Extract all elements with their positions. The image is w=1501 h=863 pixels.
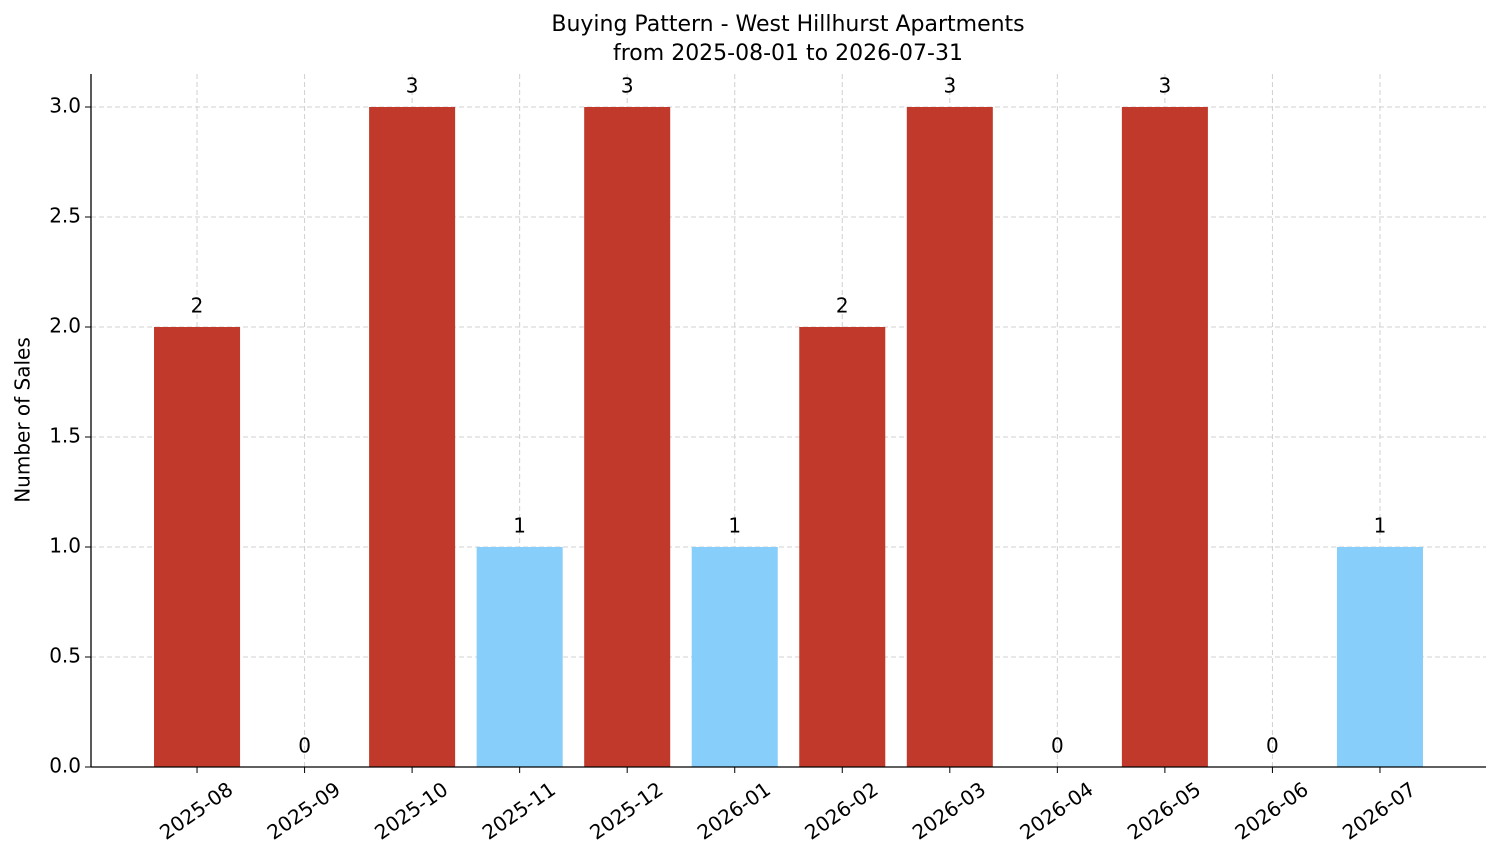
data-label: 0 [298, 734, 311, 758]
x-tick-label: 2026-04 [1015, 777, 1097, 845]
data-label: 3 [943, 74, 956, 98]
x-tick-label: 2025-12 [585, 777, 667, 845]
bar [584, 107, 671, 767]
x-tick-label: 2026-07 [1338, 777, 1420, 845]
x-tick-label: 2026-06 [1230, 777, 1312, 845]
bar [691, 547, 778, 767]
chart-subtitle: from 2025-08-01 to 2026-07-31 [613, 41, 963, 66]
x-tick-label: 2026-01 [693, 777, 775, 845]
x-tick-label: 2026-02 [800, 777, 882, 845]
y-tick-label: 2.5 [49, 204, 81, 228]
data-label: 3 [406, 74, 419, 98]
data-label: 1 [513, 514, 526, 538]
bar [906, 107, 993, 767]
bar [476, 547, 563, 767]
data-label: 0 [1266, 734, 1279, 758]
bar [154, 327, 241, 767]
y-tick-label: 2.0 [49, 314, 81, 338]
x-tick-label: 2025-09 [263, 777, 345, 845]
data-label: 1 [728, 514, 741, 538]
bar [799, 327, 886, 767]
x-tick-label: 2025-10 [370, 777, 452, 845]
bar [369, 107, 456, 767]
x-tick-label: 2026-03 [908, 777, 990, 845]
x-tick-label: 2025-08 [155, 777, 237, 845]
y-tick-label: 0.5 [49, 644, 81, 668]
chart-title: Buying Pattern - West Hillhurst Apartmen… [551, 12, 1024, 37]
x-tick-label: 2026-05 [1123, 777, 1205, 845]
y-tick-label: 1.5 [49, 424, 81, 448]
y-tick-label: 1.0 [49, 534, 81, 558]
data-label: 0 [1051, 734, 1064, 758]
data-label: 3 [1159, 74, 1172, 98]
data-label: 2 [836, 294, 849, 318]
y-tick-label: 3.0 [49, 94, 81, 118]
y-axis-label: Number of Sales [11, 337, 35, 503]
bar [1336, 547, 1423, 767]
bar [1121, 107, 1208, 767]
y-tick-label: 0.0 [49, 754, 81, 778]
data-label: 1 [1374, 514, 1387, 538]
data-label: 3 [621, 74, 634, 98]
x-tick-label: 2025-11 [478, 777, 560, 845]
data-label: 2 [191, 294, 204, 318]
